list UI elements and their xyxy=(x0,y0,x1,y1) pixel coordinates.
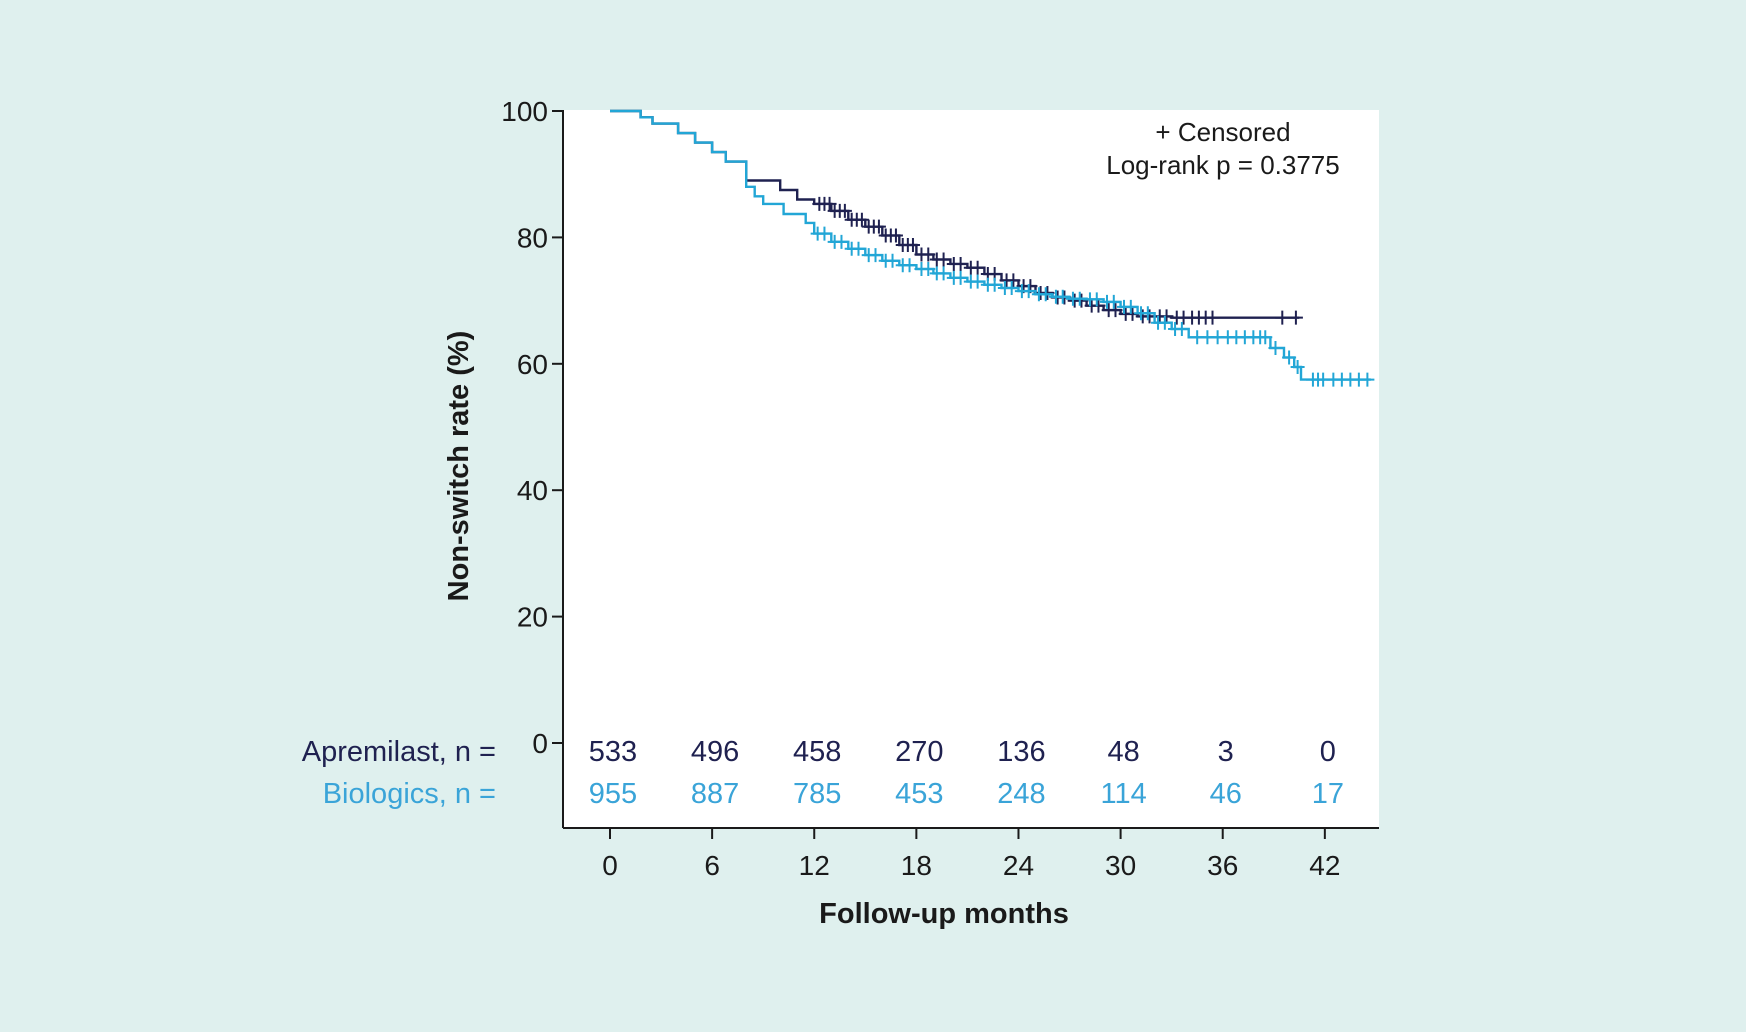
censor-mark-biologics xyxy=(970,274,985,289)
censor-mark-apremilast xyxy=(854,212,869,227)
censor-mark-apremilast xyxy=(837,203,852,218)
risk-table: Apremilast, n = 533 496 458 270 136 48 3 0 Biolog… xyxy=(302,736,1344,810)
annotation-censored: + Censored xyxy=(1155,117,1290,147)
censor-mark-biologics xyxy=(1360,372,1375,387)
risk-value-apremilast: 0 xyxy=(1320,736,1336,768)
censor-mark-apremilast xyxy=(1159,309,1174,324)
censor-mark-apremilast xyxy=(921,247,936,262)
risk-value-apremilast: 3 xyxy=(1218,736,1234,768)
censor-mark-apremilast xyxy=(1006,273,1021,288)
censor-mark-apremilast xyxy=(936,252,951,267)
risk-value-apremilast: 496 xyxy=(691,736,739,768)
censor-mark-biologics xyxy=(851,241,866,256)
annotation-logrank: Log-rank p = 0.3775 xyxy=(1106,150,1339,180)
censor-mark-apremilast xyxy=(1275,310,1290,325)
risk-value-apremilast: 458 xyxy=(793,736,841,768)
censor-mark-apremilast xyxy=(953,256,968,271)
y-tick-label: 80 xyxy=(517,222,548,253)
censor-mark-biologics xyxy=(868,248,883,263)
x-tick-label: 6 xyxy=(704,850,720,881)
risk-value-apremilast: 270 xyxy=(895,736,943,768)
censor-mark-biologics xyxy=(1106,294,1121,309)
censor-mark-biologics xyxy=(834,234,849,249)
censor-mark-biologics xyxy=(1021,284,1036,299)
x-tick-label: 42 xyxy=(1309,850,1340,881)
y-tick-label: 20 xyxy=(517,602,548,633)
censor-mark-apremilast xyxy=(871,219,886,234)
y-tick-label: 60 xyxy=(517,349,548,380)
risk-value-biologics: 114 xyxy=(1100,778,1146,810)
y-tick-label: 0 xyxy=(532,728,548,759)
censor-mark-biologics xyxy=(1038,287,1053,302)
x-tick-label: 24 xyxy=(1003,850,1034,881)
censor-mark-biologics xyxy=(817,226,832,241)
risk-value-apremilast: 48 xyxy=(1107,736,1139,768)
risk-value-biologics: 17 xyxy=(1312,778,1344,810)
censor-mark-biologics xyxy=(1174,322,1189,337)
censor-mark-biologics xyxy=(885,253,900,268)
y-tick-label: 100 xyxy=(501,96,548,127)
censor-mark-biologics xyxy=(921,262,936,276)
censor-mark-biologics xyxy=(1123,299,1138,314)
risk-row-label-apremilast: Apremilast, n = xyxy=(302,736,496,768)
censor-mark-biologics xyxy=(902,258,917,273)
censor-mark-biologics xyxy=(1290,359,1305,374)
risk-value-biologics: 887 xyxy=(691,778,739,810)
x-tick-label: 18 xyxy=(901,850,932,881)
survival-curves xyxy=(610,109,1375,387)
censor-mark-biologics xyxy=(953,270,968,285)
censor-mark-apremilast xyxy=(888,228,903,243)
risk-value-apremilast: 136 xyxy=(997,736,1045,768)
y-axis-title: Non-switch rate (%) xyxy=(443,331,475,602)
censor-mark-apremilast xyxy=(1288,310,1303,325)
risk-value-biologics: 785 xyxy=(793,778,841,810)
x-tick-label: 0 xyxy=(602,850,618,881)
x-tick-label: 36 xyxy=(1207,850,1238,881)
x-axis-title: Follow-up months xyxy=(819,898,1069,930)
censor-mark-apremilast xyxy=(1205,310,1220,325)
x-tick-label: 12 xyxy=(799,850,830,881)
censor-mark-biologics xyxy=(1157,315,1172,330)
censor-mark-biologics xyxy=(1055,289,1070,304)
censor-mark-biologics xyxy=(987,277,1002,292)
censor-mark-biologics xyxy=(1089,292,1104,307)
series-apremilast xyxy=(610,109,1303,325)
censor-mark-biologics xyxy=(1258,330,1273,345)
plot-background xyxy=(563,110,1379,828)
risk-row-label-biologics: Biologics, n = xyxy=(323,778,496,810)
censor-mark-apremilast xyxy=(905,237,920,252)
censor-mark-apremilast xyxy=(1040,286,1055,301)
risk-value-apremilast: 533 xyxy=(589,736,637,768)
y-tick-label: 40 xyxy=(517,475,548,506)
censor-mark-biologics xyxy=(1004,280,1019,295)
censor-mark-apremilast xyxy=(1091,298,1106,313)
censor-mark-apremilast xyxy=(1108,303,1123,318)
censor-mark-apremilast xyxy=(1074,293,1089,308)
x-tick-label: 30 xyxy=(1105,850,1136,881)
risk-value-biologics: 453 xyxy=(895,778,943,810)
censor-mark-biologics xyxy=(1140,306,1155,321)
risk-value-biologics: 46 xyxy=(1210,778,1242,810)
censor-mark-biologics xyxy=(1282,350,1297,365)
censor-mark-apremilast xyxy=(970,260,985,275)
series-biologics xyxy=(610,109,1375,387)
risk-value-biologics: 955 xyxy=(589,778,637,810)
censor-mark-biologics xyxy=(1268,341,1283,355)
risk-value-biologics: 248 xyxy=(997,778,1045,810)
censor-mark-biologics xyxy=(936,266,951,281)
